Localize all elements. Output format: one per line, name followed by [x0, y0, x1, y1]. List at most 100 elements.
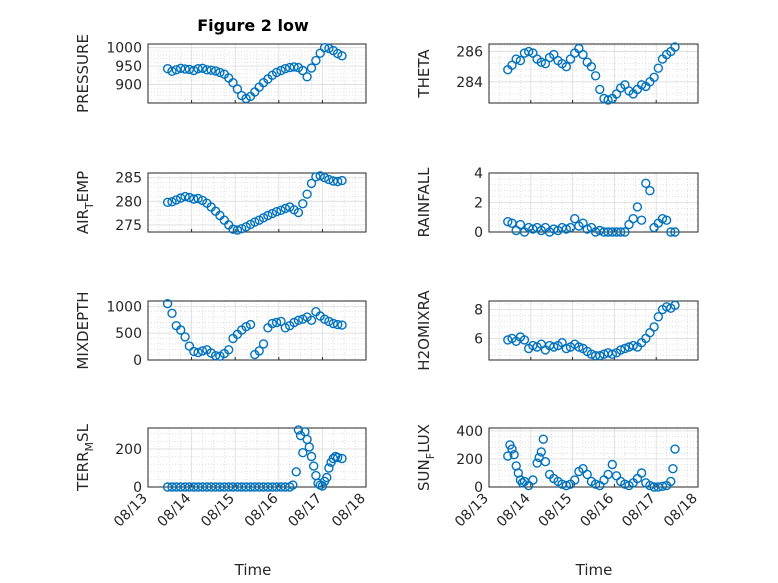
data-point: [324, 174, 334, 185]
subplot-3: 275 280 285 AIRTEMP: [74, 171, 367, 235]
y-tick-label: 0: [474, 480, 483, 496]
data-point: [582, 469, 592, 480]
data-point: [657, 481, 668, 491]
y-tick-label: 1000: [106, 299, 142, 315]
y-tick-label: 0: [133, 480, 142, 496]
data-point: [306, 315, 317, 325]
data-point: [276, 482, 286, 492]
data-point: [202, 65, 212, 75]
y-axis-label-main: AIR: [74, 209, 92, 234]
data-point: [162, 299, 173, 309]
data-point: [197, 346, 208, 356]
data-point: [162, 197, 173, 208]
data-point: [311, 55, 321, 66]
data-point: [293, 207, 304, 218]
data-point: [607, 349, 617, 359]
y-tick-label: 1000: [106, 41, 142, 57]
data-point: [586, 61, 597, 72]
data-point: [302, 72, 312, 82]
data-point: [590, 479, 601, 489]
data-point: [228, 77, 238, 88]
data-point: [263, 482, 273, 492]
y-axis-label: H2OMIXRA: [415, 290, 433, 371]
data-point: [232, 225, 243, 235]
data-point: [670, 227, 680, 237]
data-point: [210, 66, 221, 76]
axes-box: [147, 300, 367, 361]
y-tick-label: 275: [115, 218, 142, 234]
data-point: [293, 425, 304, 435]
x-tick-label: 08/13: [111, 491, 151, 531]
x-tick-label: 08/17: [285, 491, 325, 531]
data-point: [184, 192, 195, 203]
y-axis-label: TERRMSL: [74, 423, 96, 492]
data-point: [561, 343, 571, 354]
data-point: [668, 464, 678, 474]
data-point: [193, 193, 203, 204]
data-point: [306, 178, 317, 189]
x-tick-label: 08/16: [242, 490, 282, 530]
series-markers: [503, 434, 680, 492]
data-point: [570, 475, 580, 485]
data-point: [245, 482, 256, 492]
data-point: [632, 202, 643, 212]
x-tick-label: 08/14: [155, 490, 195, 530]
data-point: [595, 84, 605, 95]
y-tick-label: 285: [115, 171, 142, 187]
data-point: [215, 67, 225, 78]
data-point: [653, 312, 663, 322]
y-axis-label-main: TERR: [74, 451, 92, 492]
data-point: [524, 46, 534, 57]
y-tick-label: 900: [115, 78, 142, 94]
data-point: [503, 451, 513, 461]
x-tick-label: 08/13: [452, 491, 492, 531]
data-point: [311, 172, 321, 182]
data-point: [616, 345, 626, 355]
data-point: [228, 224, 238, 234]
y-axis-label-rest: SL: [74, 423, 92, 442]
data-point: [304, 442, 314, 452]
x-tick-label: 08/18: [329, 491, 369, 531]
axes-box: [147, 172, 367, 233]
subplot-7: 0 200 08/13 08/14 08/15 08/16 08/17 08/18 TERRMS…: [74, 423, 369, 530]
x-axis-label-left: Time: [234, 561, 272, 579]
data-point: [298, 314, 308, 324]
data-point: [298, 198, 308, 209]
x-tick-label: 08/18: [661, 491, 701, 531]
data-point: [515, 475, 526, 485]
y-axis-label-main: SUN: [415, 459, 433, 491]
data-point: [175, 193, 186, 203]
data-point: [193, 482, 203, 492]
subplot-1: 900 950 1000 PRESSURE: [74, 34, 367, 113]
subplot-4: 0 2 4 RAINFALL: [415, 166, 699, 241]
series-markers: [162, 171, 347, 235]
data-point: [324, 316, 334, 327]
axes-box: [488, 172, 699, 233]
data-point: [288, 480, 298, 490]
x-tick-label: 08/15: [536, 491, 576, 531]
data-point: [171, 482, 182, 492]
data-point: [302, 189, 312, 199]
data-point: [298, 448, 308, 458]
data-point: [333, 452, 343, 463]
data-point: [271, 317, 282, 328]
data-point: [206, 65, 216, 75]
data-point: [250, 482, 260, 492]
data-point: [171, 195, 182, 205]
y-tick-label: 200: [456, 452, 483, 468]
data-point: [519, 335, 530, 345]
data-point: [324, 43, 334, 54]
data-point: [534, 452, 544, 463]
data-point: [636, 215, 647, 225]
data-point: [189, 65, 199, 76]
y-tick-label: 4: [474, 166, 483, 182]
data-point: [197, 63, 208, 74]
data-point: [328, 176, 338, 186]
y-axis-label: AIRTEMP: [74, 171, 96, 234]
data-point: [645, 185, 655, 196]
data-point: [324, 463, 334, 473]
data-point: [232, 84, 243, 94]
data-point: [649, 72, 659, 83]
data-point: [620, 343, 630, 354]
